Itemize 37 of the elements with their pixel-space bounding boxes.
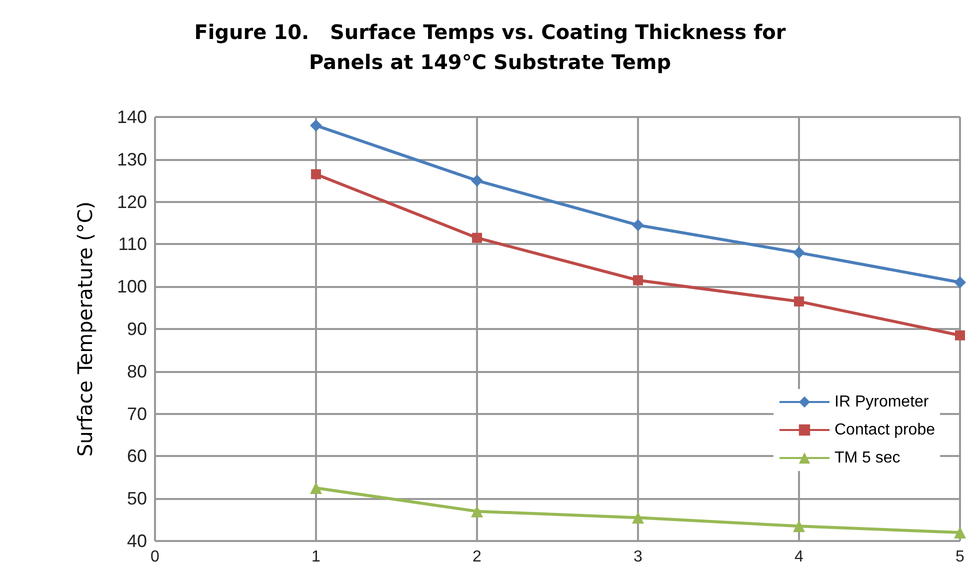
y-tick-label: 40 [126, 531, 147, 551]
y-axis-title: Surface Temperature (°C) [73, 201, 97, 457]
point [632, 512, 644, 524]
point [472, 232, 482, 243]
point [955, 330, 965, 340]
legend-label: Contact probe [834, 422, 936, 438]
point [310, 119, 322, 132]
y-tick-label: 120 [116, 192, 147, 212]
x-tick-label: 0 [150, 548, 160, 566]
y-tick-label: 130 [116, 149, 147, 170]
chart-title: Figure 10. Surface Temps vs. Coating Thickness for Panels at 149°C Substrate Temp [194, 20, 786, 74]
point [793, 246, 805, 259]
x-tick-label: 5 [956, 548, 965, 566]
x-tick-label: 2 [472, 548, 482, 566]
legend-label: TM 5 sec [834, 450, 900, 466]
point [471, 505, 483, 518]
point [954, 276, 966, 288]
y-tick-label: 100 [116, 276, 147, 297]
point [794, 296, 804, 306]
y-tick-label: 90 [126, 319, 147, 339]
x-tick-label: 1 [312, 548, 321, 566]
legend-label: IR Pyrometer [834, 394, 930, 410]
y-tick-label: 60 [126, 446, 147, 466]
point [632, 219, 644, 232]
point [311, 169, 321, 180]
y-tick-label: 80 [126, 361, 147, 382]
x-tick-label: 4 [794, 548, 804, 566]
point [310, 482, 322, 494]
y-tick-label: 70 [126, 404, 147, 424]
point [793, 520, 805, 532]
point [954, 526, 966, 539]
x-tick-label: 3 [634, 548, 643, 566]
y-tick-label: 140 [116, 107, 147, 127]
point [633, 275, 643, 286]
point [471, 174, 483, 187]
y-tick-label: 50 [126, 488, 147, 509]
y-tick-label: 110 [118, 234, 147, 254]
